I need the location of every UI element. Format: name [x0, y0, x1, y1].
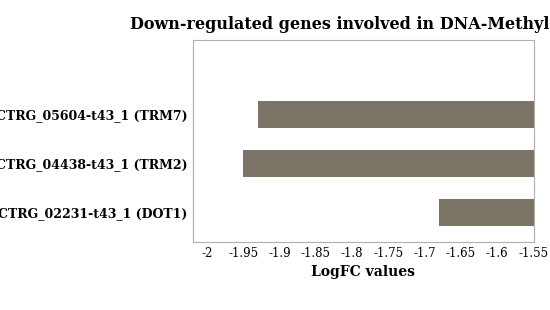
- Bar: [258, 100, 534, 127]
- Bar: [243, 150, 534, 177]
- X-axis label: LogFC values: LogFC values: [311, 265, 415, 279]
- Title: Down-regulated genes involved in DNA-Methylation: Down-regulated genes involved in DNA-Met…: [130, 16, 550, 33]
- Bar: [439, 199, 534, 226]
